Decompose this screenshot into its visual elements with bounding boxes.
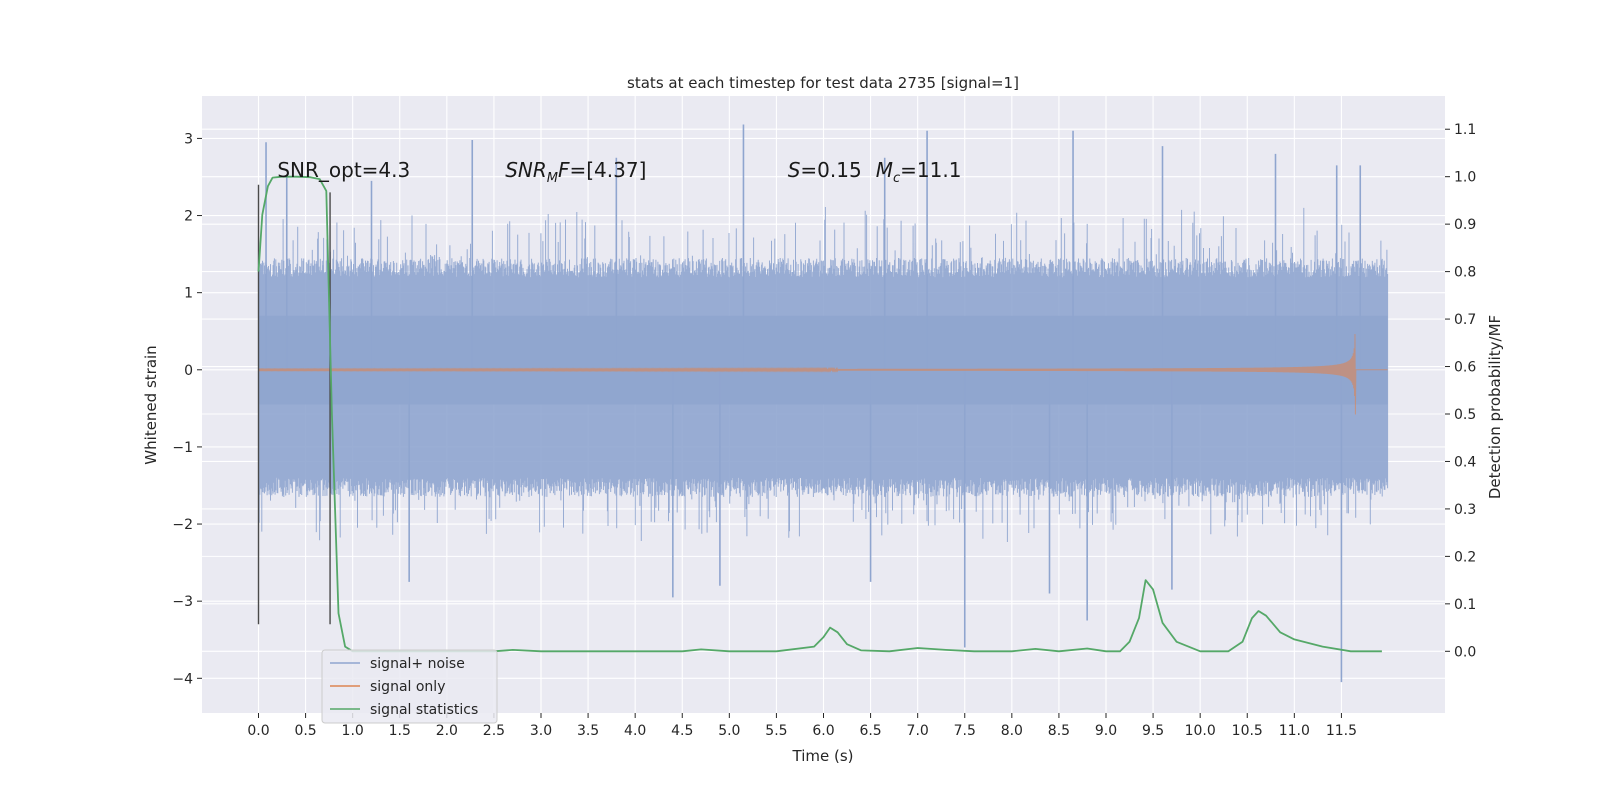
y-axis-ticks-left: 3 2 1 0 −1 −2 −3 −4 — [172, 131, 202, 687]
x-tick-label: 11.5 — [1326, 723, 1357, 739]
y-axis-ticks-right: 1.1 1.0 0.9 0.8 0.7 0.6 0.5 0.4 0.3 0.2 0.1 0.0 — [1445, 122, 1476, 660]
x-tick-label: 7.0 — [907, 723, 929, 739]
x-tick-label: 4.0 — [624, 723, 646, 739]
annotation-mc-value: =11.1 — [900, 158, 961, 182]
annotation-snr-mf-f: F — [558, 158, 570, 182]
y-tick-label: −1 — [172, 440, 193, 456]
annotation-snr-mf: SNRMF=[4.37] — [505, 158, 646, 186]
x-axis-label: Time (s) — [792, 747, 854, 765]
annotations: SNR_opt=4.3 SNRMF=[4.37] S=0.15 Mc=11.1 — [277, 158, 961, 186]
x-tick-label: 9.0 — [1095, 723, 1117, 739]
y-tick-label-right: 0.3 — [1454, 502, 1476, 518]
y-axis-label-right: Detection probability/MF — [1486, 315, 1504, 499]
x-tick-label: 6.5 — [859, 723, 881, 739]
signal-only-trace — [258, 333, 1388, 415]
legend-label-signal-noise: signal+ noise — [370, 656, 465, 672]
y-tick-label: 3 — [184, 131, 193, 147]
x-tick-label: 10.0 — [1185, 723, 1216, 739]
y-tick-label: 1 — [184, 286, 193, 302]
annotation-mc-main: M — [876, 158, 893, 182]
signal-plus-noise-series — [258, 124, 1389, 683]
y-tick-label-right: 0.9 — [1454, 217, 1476, 233]
legend: signal+ noise signal only signal statist… — [321, 649, 498, 724]
annotation-s-main: S — [788, 158, 801, 182]
x-tick-label: 6.0 — [812, 723, 834, 739]
annotation-snr-mf-value: =[4.37] — [570, 158, 647, 182]
y-tick-label-right: 0.7 — [1454, 312, 1476, 328]
x-tick-label: 3.0 — [530, 723, 552, 739]
x-tick-label: 2.0 — [436, 723, 458, 739]
x-tick-label: 1.5 — [389, 723, 411, 739]
x-tick-label: 0.0 — [247, 723, 269, 739]
x-tick-label: 1.0 — [342, 723, 364, 739]
annotation-snr-opt: SNR_opt=4.3 — [277, 158, 410, 182]
y-tick-label-right: 0.1 — [1454, 597, 1476, 613]
x-tick-label: 5.5 — [765, 723, 787, 739]
y-tick-label-right: 1.1 — [1454, 122, 1476, 138]
y-tick-label-right: 1.0 — [1454, 170, 1476, 186]
x-tick-label: 8.5 — [1048, 723, 1070, 739]
y-tick-label: −2 — [172, 517, 193, 533]
chart-title: stats at each timestep for test data 273… — [627, 74, 1019, 92]
x-tick-label: 9.5 — [1142, 723, 1164, 739]
x-tick-label: 8.0 — [1001, 723, 1023, 739]
signal-statistics-trace — [257, 175, 1382, 653]
signal-only-series — [258, 333, 1388, 415]
signal-statistics-series — [257, 175, 1382, 653]
x-tick-label: 3.5 — [577, 723, 599, 739]
x-tick-label: 0.5 — [294, 723, 316, 739]
annotation-snr-mf-sub: M — [547, 171, 558, 186]
x-axis-ticks: 0.0 0.5 1.0 1.5 2.0 2.5 3.0 3.5 4.0 4.5 5.0 5.5 6.0 6… — [247, 713, 1357, 739]
y-tick-label: 0 — [184, 363, 193, 379]
y-tick-label: −3 — [172, 594, 193, 610]
annotation-snr-mf-main: SNR — [505, 158, 547, 182]
legend-label-signal-statistics: signal statistics — [370, 702, 478, 718]
x-tick-label: 5.0 — [718, 723, 740, 739]
y-axis-label-left: Whitened strain — [142, 345, 160, 464]
y-tick-label-right: 0.5 — [1454, 407, 1476, 423]
y-tick-label: −4 — [172, 671, 193, 687]
x-tick-label: 2.5 — [483, 723, 505, 739]
y-tick-label-right: 0.4 — [1454, 454, 1476, 470]
y-tick-label-right: 0.8 — [1454, 265, 1476, 281]
x-tick-label: 7.5 — [954, 723, 976, 739]
annotation-s-value: =0.15 — [800, 158, 861, 182]
x-tick-label: 4.5 — [671, 723, 693, 739]
y-tick-label-right: 0.0 — [1454, 644, 1476, 660]
y-tick-label-right: 0.6 — [1454, 360, 1476, 376]
signal-plus-noise-core — [258, 315, 1388, 405]
legend-label-signal-only: signal only — [370, 679, 445, 695]
vertical-markers — [257, 184, 331, 625]
y-tick-label-right: 0.2 — [1454, 549, 1476, 565]
annotation-mc-sub: c — [893, 171, 900, 186]
y-tick-label: 2 — [184, 209, 193, 225]
legend-box — [321, 649, 498, 724]
x-tick-label: 11.0 — [1279, 723, 1310, 739]
x-tick-label: 10.5 — [1232, 723, 1263, 739]
annotation-s-mc: S=0.15 Mc=11.1 — [788, 158, 962, 186]
